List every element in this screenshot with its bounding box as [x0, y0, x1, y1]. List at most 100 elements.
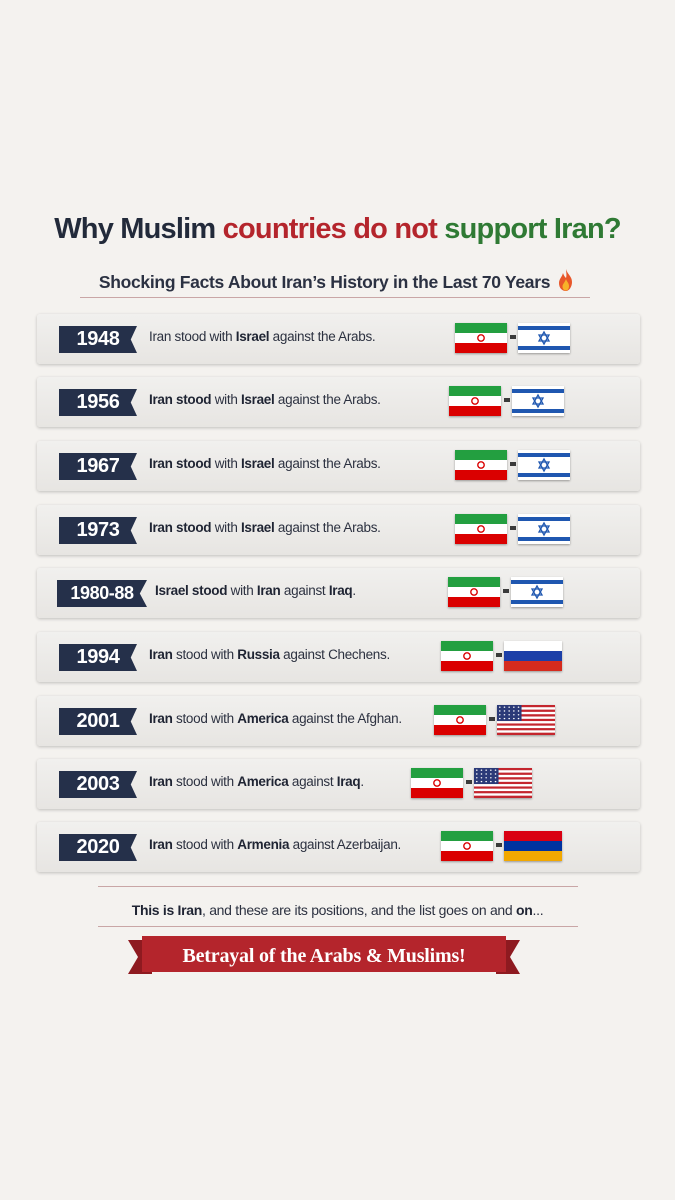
iran-flag-icon: [441, 831, 493, 861]
fact-span: against the Arabs.: [274, 392, 381, 407]
footer-bold: This is Iran: [131, 902, 203, 918]
flame-icon: [559, 269, 573, 291]
fact-row: 1994 Iran stood with Russia against Chech…: [37, 632, 640, 682]
fact-span: .: [352, 583, 356, 598]
year-tag: 2001: [59, 708, 137, 735]
fact-bold: Iran stood: [149, 520, 212, 535]
fact-span: against the Arabs.: [269, 329, 376, 344]
fact-span: against: [288, 774, 337, 789]
flag-separator: [504, 398, 510, 402]
fact-span: with: [211, 392, 241, 407]
fact-span: with: [211, 520, 241, 535]
fact-bold: Israel: [235, 329, 270, 344]
fact-span: against Chechens.: [279, 647, 390, 662]
fact-span: stood with: [172, 647, 238, 662]
fact-span: against the Arabs.: [274, 456, 381, 471]
subtitle-text: Shocking Facts About Iran’s History in t…: [98, 272, 551, 292]
fact-span: stood with: [172, 837, 238, 852]
fact-bold: Iran stood: [149, 456, 212, 471]
title-part-dark: Why Muslim: [54, 213, 223, 245]
subtitle-divider: [80, 297, 590, 298]
fact-span: .: [360, 774, 364, 789]
israel-flag-icon: [518, 450, 570, 480]
year-tag: 1956: [59, 389, 137, 416]
fact-span: against Azerbaijan.: [289, 837, 402, 852]
fact-text: Iran stood with America against Iraq.: [149, 774, 364, 789]
fact-text: Iran stood with Israel against the Arabs…: [149, 456, 381, 471]
flag-separator: [510, 335, 516, 339]
flag-separator: [496, 653, 502, 657]
fact-span: against the Arabs.: [274, 520, 381, 535]
fact-bold: Armenia: [237, 837, 290, 852]
page-subtitle: Shocking Facts About Iran’s History in t…: [0, 268, 675, 293]
fact-bold: Israel stood: [155, 583, 228, 598]
footer-bold-end: on: [516, 902, 533, 918]
flag-separator: [503, 589, 509, 593]
fact-row: 1967 Iran stood with Israel against the A…: [37, 441, 640, 491]
fact-span: with: [211, 456, 241, 471]
fact-text: Iran stood with Israel against the Arabs…: [149, 392, 381, 407]
title-part-red: countries do not: [222, 213, 445, 245]
ribbon-shape: [128, 936, 520, 974]
year-tag: 1994: [59, 644, 137, 671]
fact-span: stood with: [172, 774, 238, 789]
fact-row: 1956 Iran stood with Israel against the A…: [37, 377, 640, 427]
flag-separator: [510, 462, 516, 466]
year-tag: 1967: [59, 453, 137, 480]
year-tag: 2020: [59, 834, 137, 861]
fact-text: Iran stood with Israel against the Arabs…: [149, 329, 376, 344]
fact-text: Israel stood with Iran against Iraq.: [155, 583, 356, 598]
russia-flag-icon: [504, 641, 562, 671]
fact-row: 1948 Iran stood with Israel against the A…: [37, 314, 640, 364]
page-title: Why Muslim countries do not support Iran…: [0, 207, 675, 251]
fact-text: Iran stood with Armenia against Azerbaij…: [149, 837, 401, 852]
red-ribbon-banner: Betrayal of the Arabs & Muslims!: [128, 936, 520, 976]
year-tag: 2003: [59, 771, 137, 798]
fact-span: against the Afghan.: [288, 711, 402, 726]
iran-flag-icon: [455, 450, 507, 480]
fact-row: 2003 Iran stood with America against Iraq…: [37, 759, 640, 809]
fact-text: Iran stood with Israel against the Arabs…: [149, 520, 381, 535]
fact-bold: America: [237, 711, 289, 726]
fact-span: stood with: [171, 329, 236, 344]
footer-divider-bottom: [98, 926, 578, 927]
iran-flag-icon: [455, 514, 507, 544]
usa-flag-icon: [474, 768, 532, 798]
fact-bold: America: [237, 774, 289, 789]
fact-row: 1973 Iran stood with Israel against the A…: [37, 505, 640, 555]
footer-statement: This is Iran, and these are its position…: [0, 902, 675, 918]
iran-flag-icon: [448, 577, 500, 607]
banner-text: Betrayal of the Arabs & Muslims!: [182, 945, 466, 967]
iran-flag-icon: [441, 641, 493, 671]
footer-divider-top: [98, 886, 578, 887]
title-part-green: support Iran?: [444, 213, 621, 245]
iran-flag-icon: [455, 323, 507, 353]
year-tag: 1948: [59, 326, 137, 353]
fact-text: Iran stood with Russia against Chechens.: [149, 647, 390, 662]
fact-bold: Iraq: [328, 583, 353, 598]
fact-bold: Iran: [149, 774, 173, 789]
fact-span: with: [227, 583, 257, 598]
year-tag: 1980-88: [57, 580, 147, 607]
fact-bold: Iran: [149, 711, 173, 726]
footer-ellipsis: ...: [532, 902, 544, 918]
flag-separator: [466, 780, 472, 784]
fact-span: against: [280, 583, 329, 598]
usa-flag-icon: [497, 705, 555, 735]
israel-flag-icon: [518, 323, 570, 353]
armenia-flag-icon: [504, 831, 562, 861]
fact-bold: Iran: [256, 583, 281, 598]
flag-separator: [496, 843, 502, 847]
fact-text: Iran stood with America against the Afgh…: [149, 711, 402, 726]
fact-bold: Israel: [240, 520, 275, 535]
israel-flag-icon: [512, 386, 564, 416]
fact-bold: Iran: [149, 837, 173, 852]
iran-flag-icon: [411, 768, 463, 798]
footer-rest: , and these are its positions, and the l…: [202, 902, 516, 918]
fact-bold: Iraq: [336, 774, 361, 789]
iran-flag-icon: [449, 386, 501, 416]
israel-flag-icon: [518, 514, 570, 544]
year-tag: 1973: [59, 517, 137, 544]
fact-bold: Israel: [240, 392, 275, 407]
